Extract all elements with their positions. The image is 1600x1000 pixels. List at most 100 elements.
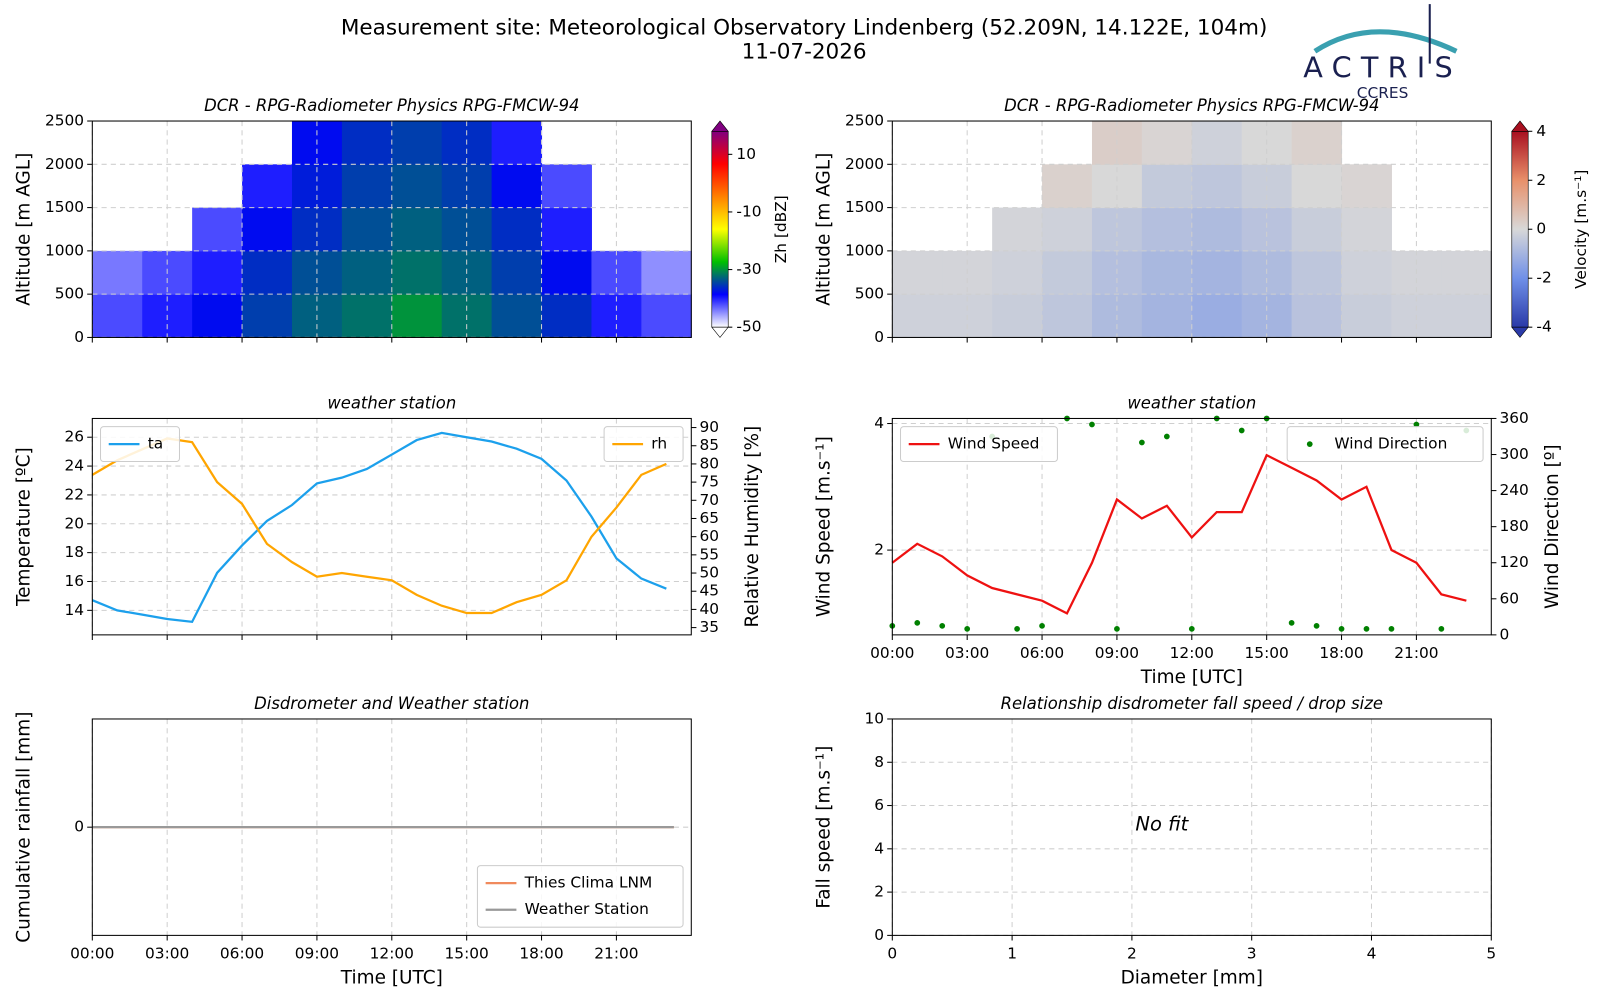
heatmap-cell (892, 294, 943, 338)
y2-tick-label: 50 (699, 564, 719, 582)
heatmap-cell (1191, 121, 1243, 165)
colorbar-extend (711, 120, 729, 132)
y-tick-label: 4 (874, 414, 884, 432)
heatmap-cell (242, 207, 293, 252)
figure-title: Measurement site: Meteorological Observa… (341, 16, 1268, 41)
marker (1139, 439, 1145, 446)
y2-tick-label: 85 (699, 436, 719, 454)
plot-frame (891, 120, 1492, 338)
line (891, 453, 1467, 615)
x-axis-label: Time [UTC] (1140, 667, 1243, 688)
heatmap-cell (192, 250, 243, 295)
marker (939, 622, 946, 629)
y2-tick-label: 60 (699, 527, 719, 545)
heatmap-cell (1042, 250, 1093, 295)
y-tick-label: 1500 (45, 198, 84, 216)
y-axis-label: Fall speed [m.s⁻¹] (814, 746, 835, 909)
y2-tick-label: 55 (699, 545, 719, 563)
marker (914, 619, 921, 626)
x-tick-label: 18:00 (1319, 644, 1363, 662)
heatmap-cell (491, 164, 543, 209)
marker (1438, 625, 1445, 632)
heatmap-cell (1291, 207, 1343, 252)
colorbar-tick-label: 2 (1536, 171, 1546, 189)
panel: weather station2406012018024030036000:00… (814, 394, 1563, 688)
legend-box (100, 426, 180, 463)
heatmap-cell (1042, 294, 1093, 338)
y-tick-label: 22 (65, 485, 85, 503)
x-tick-label: 21:00 (594, 944, 638, 962)
legend-label: Thies Clima LNM (524, 874, 653, 892)
heatmap-cell (1441, 250, 1492, 295)
colorbar (1511, 130, 1529, 328)
x-tick-label: 5 (1486, 944, 1496, 962)
marker (1163, 433, 1170, 440)
colorbar (711, 130, 729, 328)
colorbar-tick-label: 4 (1536, 122, 1546, 140)
heatmap-cell (1191, 294, 1243, 338)
x-axis-label: Diameter [mm] (1121, 967, 1263, 988)
y-tick-label: 6 (874, 796, 884, 814)
legend-label: Weather Station (525, 900, 649, 918)
heatmap-cell (92, 250, 143, 295)
marker (1039, 622, 1045, 629)
legend-box (603, 426, 684, 463)
y-tick-label: 1000 (845, 241, 884, 259)
heatmap-cell (541, 294, 592, 338)
y-tick-label: 16 (65, 572, 85, 590)
heatmap-cell (541, 250, 592, 295)
heatmap-cell (1341, 294, 1392, 338)
y2-tick-label: 70 (699, 491, 719, 509)
heatmap-cell (1291, 250, 1343, 295)
heatmap-cell (992, 207, 1043, 252)
x-tick-label: 03:00 (945, 644, 989, 662)
logo: ACTRIS CCRES (1303, 4, 1462, 102)
x-tick-label: 03:00 (145, 944, 189, 962)
heatmap-cell (1141, 121, 1193, 165)
y-tick-label: 2500 (45, 112, 84, 130)
y2-tick-label: 120 (1499, 553, 1528, 571)
x-tick-label: 21:00 (1394, 644, 1438, 662)
marker (1014, 625, 1020, 632)
y2-axis-label: Wind Direction [º] (1542, 444, 1563, 609)
colorbar-extend (1511, 120, 1529, 132)
heatmap-cell (491, 250, 543, 295)
x-tick-label: 09:00 (1095, 644, 1139, 662)
heatmap-cell (992, 250, 1043, 295)
legend-label: Wind Direction (1334, 435, 1447, 453)
heatmap-cell (1141, 294, 1193, 338)
y-tick-label: 4 (874, 839, 884, 857)
marker (1089, 421, 1095, 428)
colorbar-tick-label: -50 (736, 318, 761, 336)
plot-frame (891, 718, 1492, 936)
y-tick-label: 2 (874, 541, 884, 559)
x-tick-label: 15:00 (445, 944, 489, 962)
heatmap-cell (341, 294, 393, 338)
figure-date: 11-07-2026 (742, 39, 867, 64)
colorbar-tick-label: -2 (1536, 269, 1551, 287)
y-tick-label: 8 (874, 753, 884, 771)
x-tick-label: 09:00 (295, 944, 339, 962)
legend-marker (1306, 441, 1313, 447)
marker (1238, 427, 1245, 434)
y2-tick-label: 40 (699, 600, 719, 618)
plot-frame (91, 417, 692, 636)
y-axis-label: Wind Speed [m.s⁻¹] (814, 436, 835, 617)
x-tick-label: 00:00 (870, 644, 914, 662)
colorbar-extend (711, 326, 729, 338)
legend-box (899, 426, 1058, 463)
heatmap-cell (1291, 164, 1343, 209)
heatmap-cell (641, 294, 692, 338)
heatmap-cell (391, 250, 443, 295)
y2-axis-label: Relative Humidity [%] (742, 426, 763, 628)
y-tick-label: 0 (874, 328, 884, 346)
y-axis-label: Altitude [m AGL] (814, 153, 835, 306)
heatmap-cell (1191, 207, 1243, 252)
heatmap-cell (1291, 294, 1343, 338)
logo-text: ACTRIS (1303, 51, 1462, 85)
line (91, 437, 667, 615)
y2-tick-label: 90 (699, 418, 719, 436)
x-tick-label: 15:00 (1245, 644, 1289, 662)
heatmap-cell (491, 294, 543, 338)
